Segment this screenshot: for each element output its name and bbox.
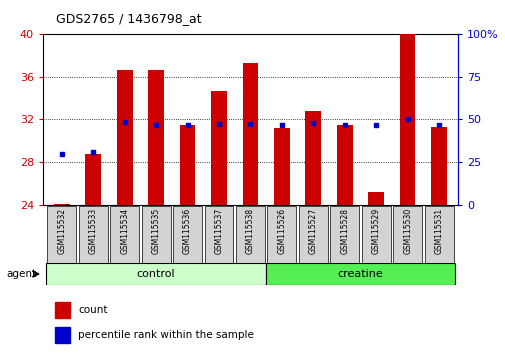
Text: GSM115529: GSM115529 [371, 208, 380, 254]
FancyBboxPatch shape [110, 206, 139, 263]
Bar [85, 154, 101, 205]
FancyBboxPatch shape [235, 206, 265, 263]
Bar [56, 302, 70, 318]
Text: GSM115528: GSM115528 [339, 208, 348, 254]
FancyBboxPatch shape [46, 263, 266, 285]
FancyBboxPatch shape [298, 206, 327, 263]
Text: GSM115533: GSM115533 [89, 208, 97, 254]
FancyBboxPatch shape [361, 206, 390, 263]
Bar [305, 111, 321, 205]
Text: count: count [78, 305, 108, 315]
FancyBboxPatch shape [47, 206, 76, 263]
FancyBboxPatch shape [141, 206, 170, 263]
Text: GSM115531: GSM115531 [434, 208, 443, 254]
Text: control: control [136, 269, 175, 279]
Text: GSM115532: GSM115532 [57, 208, 66, 254]
Text: GSM115530: GSM115530 [402, 208, 411, 254]
Text: GSM115534: GSM115534 [120, 208, 129, 254]
Bar [336, 125, 352, 205]
Text: GSM115527: GSM115527 [308, 208, 317, 254]
Text: GDS2765 / 1436798_at: GDS2765 / 1436798_at [56, 12, 201, 25]
Text: percentile rank within the sample: percentile rank within the sample [78, 330, 254, 339]
Text: GSM115526: GSM115526 [277, 208, 286, 254]
Text: creatine: creatine [337, 269, 383, 279]
Bar [148, 70, 164, 205]
Bar [54, 204, 70, 205]
Bar [117, 70, 132, 205]
Bar [368, 193, 383, 205]
Text: GSM115535: GSM115535 [152, 208, 161, 254]
FancyBboxPatch shape [79, 206, 108, 263]
Bar [211, 91, 226, 205]
Text: GSM115536: GSM115536 [183, 208, 192, 254]
FancyBboxPatch shape [424, 206, 452, 263]
FancyBboxPatch shape [392, 206, 421, 263]
FancyBboxPatch shape [266, 263, 454, 285]
Bar [242, 63, 258, 205]
Text: agent: agent [7, 269, 37, 279]
FancyBboxPatch shape [267, 206, 296, 263]
FancyBboxPatch shape [173, 206, 201, 263]
Bar [179, 125, 195, 205]
Text: GSM115538: GSM115538 [245, 208, 255, 254]
Bar [399, 34, 415, 205]
Text: GSM115537: GSM115537 [214, 208, 223, 254]
Bar [56, 327, 70, 343]
Bar [274, 128, 289, 205]
FancyBboxPatch shape [204, 206, 233, 263]
Bar [430, 127, 446, 205]
FancyBboxPatch shape [330, 206, 359, 263]
